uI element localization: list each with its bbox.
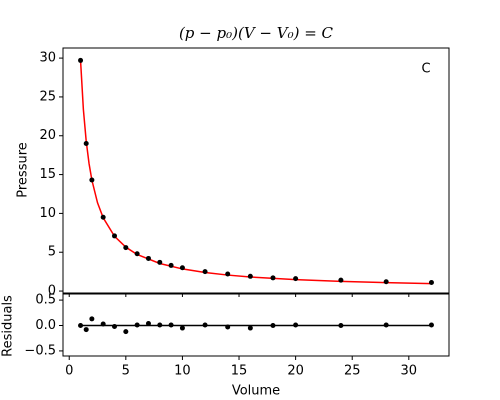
point [247,273,253,279]
point [202,269,208,275]
plot-frame [62,293,450,357]
point [89,177,95,183]
point [89,316,95,322]
x-tick-label: 15 [231,364,248,379]
x-tick-label: 0 [65,364,73,379]
point [134,251,140,257]
y-axis-label: Pressure [16,142,31,198]
point [338,323,344,329]
point [145,320,151,326]
point [270,323,276,329]
point [168,322,174,328]
point [428,280,434,286]
y-tick-label: 15 [39,167,56,182]
plot-frame [62,47,450,294]
point [78,57,84,63]
x-tick-label: 25 [344,364,361,379]
point [247,325,253,331]
point [179,265,185,271]
x-tick-label: 20 [287,364,304,379]
point [179,325,185,331]
y-tick-label: −0.5 [24,343,56,358]
point [157,322,163,328]
point [383,322,389,328]
y-tick-label: 0 [48,284,56,299]
annotation: C [421,62,430,77]
x-tick-label: 10 [174,364,191,379]
point [100,321,106,327]
point [83,141,89,147]
y-axis-label: Residuals [1,295,16,357]
point [270,275,276,281]
x-axis-label: Volume [232,384,280,399]
point [123,245,129,251]
point [112,324,118,330]
x-tick-label: 30 [401,364,418,379]
y-tick-label: 20 [39,128,56,143]
point [100,214,106,220]
y-tick-label: 0.0 [35,318,56,333]
point [338,277,344,283]
point [202,322,208,328]
point [293,322,299,328]
point [428,322,434,328]
y-tick-label: 0.5 [35,293,56,308]
point [112,233,118,239]
chart-title: (p − p₀)(V − V₀) = C [179,24,334,42]
fit-line [79,60,432,285]
y-tick-label: 10 [39,206,56,221]
point [123,329,129,335]
point [145,255,151,261]
point [83,327,89,333]
y-tick-label: 25 [39,89,56,104]
y-tick-label: 5 [48,245,56,260]
point [293,276,299,282]
point [168,262,174,268]
y-tick-label: 30 [39,51,56,66]
point [225,271,231,277]
point [134,322,140,328]
x-tick-label: 5 [122,364,130,379]
point [383,279,389,285]
point [157,259,163,265]
point [225,324,231,330]
point [78,323,84,329]
